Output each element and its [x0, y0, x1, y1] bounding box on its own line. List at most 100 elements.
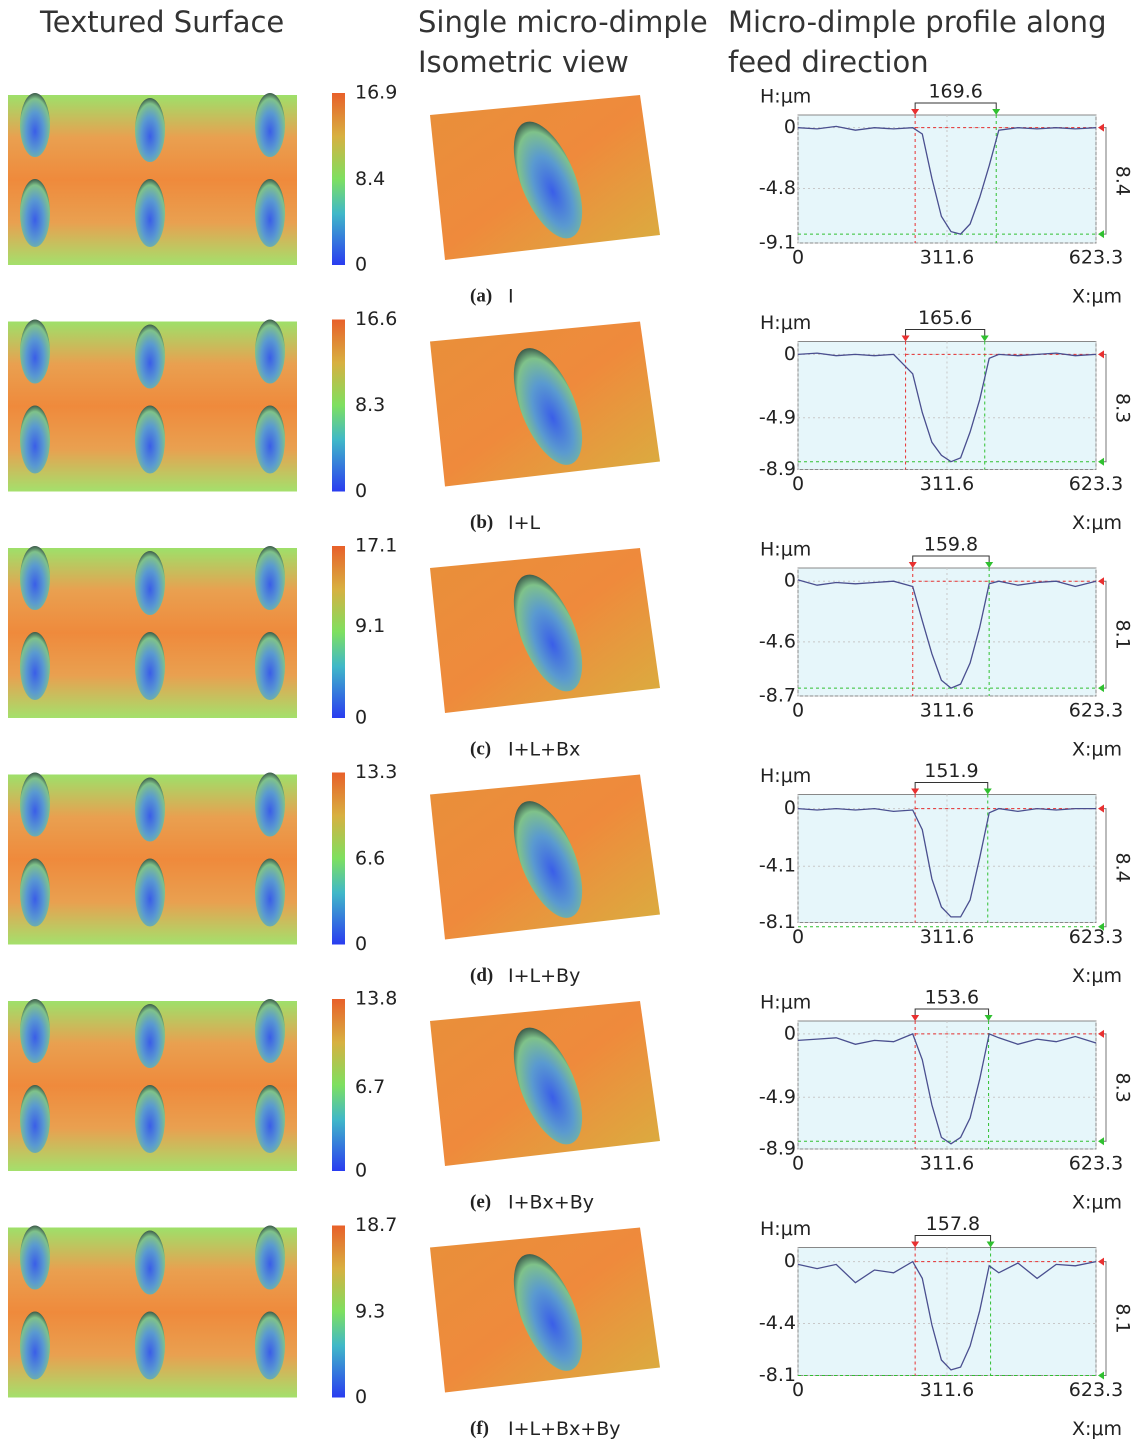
caption-name: I+L+Bx+By [508, 1418, 621, 1440]
width-bracket [915, 103, 996, 109]
x-axis-label: X:μm [1072, 1192, 1122, 1214]
caption-label: (f) [470, 1418, 489, 1439]
marker [1098, 1137, 1104, 1145]
depth-label: 8.1 [1112, 620, 1133, 650]
width-label: 157.8 [926, 1213, 980, 1235]
caption-label: (d) [470, 965, 493, 986]
marker [1098, 124, 1104, 132]
x-tick-label: 311.6 [920, 700, 974, 722]
y-tick-label: -8.1 [759, 1364, 796, 1386]
width-label: 151.9 [924, 760, 978, 782]
colorbar-label: 0 [355, 480, 367, 502]
x-tick-label: 311.6 [920, 247, 974, 269]
width-label: 159.8 [924, 534, 978, 556]
y-tick-label: -4.4 [759, 1312, 796, 1334]
colorbar-label: 0 [355, 254, 367, 276]
x-tick-label: 623.3 [1069, 1153, 1123, 1175]
dimple [135, 325, 165, 389]
colorbar [332, 320, 345, 492]
plot-area [798, 115, 1096, 243]
y-tick-label: -4.9 [759, 406, 796, 428]
column-header: Textured Surface [39, 5, 284, 39]
plot-area [798, 568, 1096, 696]
dimple [135, 98, 165, 162]
colorbar-label: 8.3 [355, 394, 385, 416]
colorbar [332, 1226, 345, 1398]
depth-bracket [1100, 354, 1106, 461]
dimple [135, 406, 165, 474]
dimple [20, 93, 50, 157]
dimple [255, 93, 285, 157]
x-axis-label: X:μm [1072, 286, 1122, 308]
depth-label: 8.3 [1112, 393, 1133, 423]
y-tick-label: 0 [784, 1250, 796, 1272]
dimple [255, 406, 285, 474]
caption-label: (a) [470, 285, 492, 306]
column-header: Isometric view [418, 45, 629, 79]
width-label: 153.6 [925, 987, 979, 1009]
width-label: 165.6 [918, 307, 972, 329]
y-tick-label: 0 [784, 1022, 796, 1044]
colorbar-label: 6.7 [355, 1076, 385, 1098]
marker [1098, 1030, 1104, 1038]
colorbar [332, 999, 345, 1171]
plot-area [798, 1248, 1096, 1376]
dimple [20, 320, 50, 384]
colorbar-label: 0 [355, 933, 367, 955]
x-tick-label: 623.3 [1069, 700, 1123, 722]
dimple [20, 1226, 50, 1290]
depth-label: 8.1 [1112, 1303, 1133, 1333]
page: {"headers": {"surface": "Textured Surfac… [0, 0, 1133, 1454]
y-axis-label: H:μm [760, 765, 811, 787]
marker [909, 562, 917, 568]
marker [911, 1015, 919, 1021]
colorbar-label: 13.8 [355, 988, 397, 1010]
y-tick-label: -8.1 [759, 911, 796, 933]
marker [1098, 458, 1104, 466]
y-axis-label: H:μm [760, 312, 811, 334]
caption-label: (e) [470, 1191, 491, 1212]
dimple [135, 1312, 165, 1380]
caption-label: (b) [470, 512, 493, 533]
dimple [255, 1226, 285, 1290]
column-header: feed direction [728, 45, 929, 79]
y-tick-label: -8.9 [759, 458, 796, 480]
marker [984, 789, 992, 795]
depth-bracket [1100, 128, 1106, 234]
colorbar-label: 9.3 [355, 1300, 385, 1322]
x-tick-label: 623.3 [1069, 926, 1123, 948]
plot-area [798, 342, 1096, 470]
dimple [135, 1231, 165, 1295]
y-tick-label: -8.9 [759, 1138, 796, 1160]
y-tick-label: -4.9 [759, 1086, 796, 1108]
x-axis-label: X:μm [1072, 739, 1122, 761]
dimple [20, 999, 50, 1063]
dimple [255, 179, 285, 247]
colorbar [332, 546, 345, 718]
width-bracket [915, 783, 988, 789]
depth-bracket [1100, 1034, 1106, 1141]
marker [1098, 230, 1104, 238]
depth-bracket [1100, 581, 1106, 688]
caption-name: I+L+Bx [508, 739, 580, 761]
dimple [255, 859, 285, 927]
marker [1098, 805, 1104, 813]
depth-bracket [1100, 1262, 1106, 1376]
marker [981, 336, 989, 342]
dimple [20, 179, 50, 247]
depth-label: 8.4 [1112, 853, 1133, 883]
caption-name: I+L [508, 512, 541, 534]
caption-label: (c) [470, 738, 491, 759]
column-header: Single micro-dimple [418, 5, 708, 39]
figure: Textured Surface Single micro-dimple Iso… [0, 0, 1133, 1454]
dimple [255, 632, 285, 700]
plot-area [798, 795, 1096, 923]
colorbar [332, 773, 345, 945]
colorbar-label: 16.9 [355, 82, 397, 104]
y-tick-label: 0 [784, 116, 796, 138]
dimple [135, 551, 165, 615]
y-tick-label: -4.8 [759, 177, 796, 199]
marker [985, 562, 993, 568]
dimple [135, 859, 165, 927]
y-tick-label: -4.1 [759, 855, 796, 877]
